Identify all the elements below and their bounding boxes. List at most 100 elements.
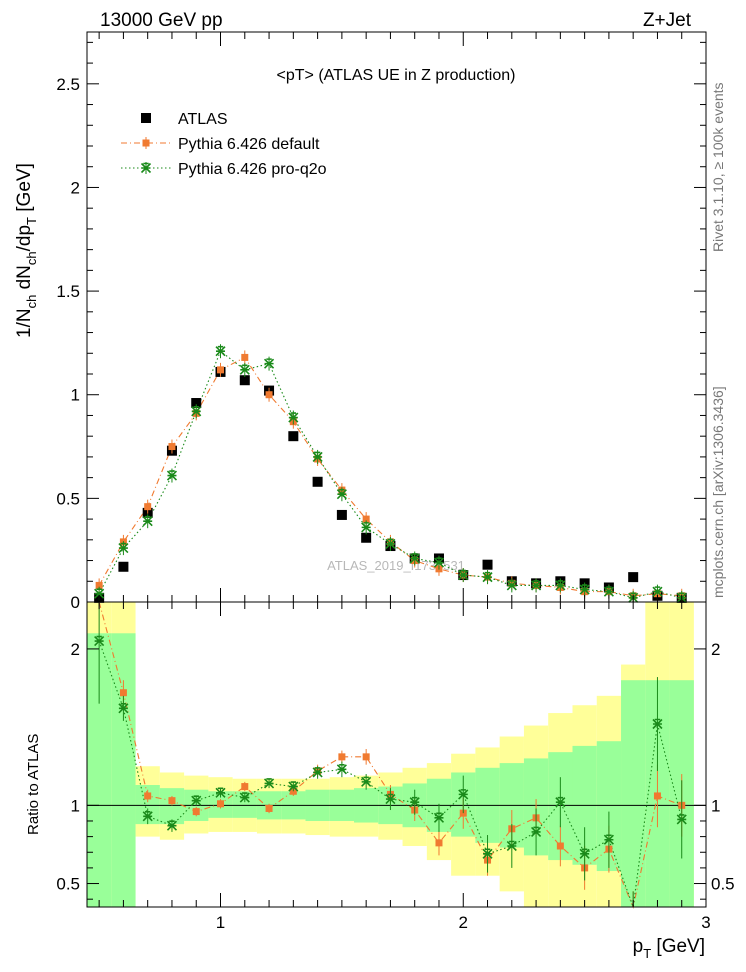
- ratio-data-point: [191, 795, 202, 806]
- ratio-data-point: [215, 787, 226, 798]
- ratio-data-point: [653, 792, 661, 800]
- ratio-data-point: [433, 812, 445, 823]
- main-y-tick-label: 0.5: [56, 489, 80, 508]
- main-data-point: [144, 503, 152, 511]
- ratio-data-point: [409, 796, 420, 808]
- main-data-point: [531, 580, 542, 591]
- ratio-y-axis-label: Ratio to ATLAS: [25, 734, 42, 835]
- main-data-point: [241, 353, 249, 361]
- ratio-data-point: [288, 781, 299, 792]
- ratio-data-point: [531, 826, 542, 837]
- legend-marker: [140, 162, 152, 174]
- ratio-data-point: [118, 703, 129, 714]
- ratio-data-point: [144, 792, 152, 800]
- main-data-point: [142, 515, 153, 527]
- main-data-point: [628, 572, 639, 583]
- x-tick-label: 1: [216, 913, 225, 932]
- main-data-point: [603, 586, 614, 597]
- ratio-data-point: [338, 753, 346, 761]
- ratio-data-point: [142, 810, 153, 822]
- main-data-point: [555, 580, 566, 591]
- ratio-data-point: [192, 808, 200, 816]
- main-data-point: [579, 584, 590, 595]
- ratio-data-point: [555, 796, 566, 808]
- x-tick-label: 2: [459, 913, 468, 932]
- main-data-point: [191, 398, 202, 409]
- ratio-data-point: [166, 820, 178, 831]
- x-axis-label: pT [GeV]: [633, 936, 705, 961]
- ratio-band-green: [621, 680, 646, 907]
- main-data-point: [166, 470, 178, 481]
- ratio-y-tick-label-right: 1: [711, 796, 720, 815]
- main-data-point: [288, 412, 299, 423]
- legend-label: Pythia 6.426 pro-q2o: [178, 161, 327, 178]
- legend-marker: [141, 113, 151, 123]
- main-y-axis-label: 1/Nch dNch/dpT [GeV]: [14, 163, 39, 338]
- main-data-point: [652, 586, 663, 597]
- ratio-data-point: [362, 753, 370, 761]
- watermark: ATLAS_2019_I1736531: [327, 558, 465, 573]
- ratio-data-point: [506, 840, 517, 852]
- ratio-data-point: [603, 834, 614, 845]
- main-data-point: [95, 581, 103, 589]
- main-data-point: [118, 542, 129, 554]
- main-data-point: [215, 345, 226, 357]
- side-label-mcplots: mcplots.cern.ch [arXiv:1306.3436]: [710, 386, 726, 598]
- ratio-data-point: [241, 783, 249, 791]
- ratio-data-point: [579, 848, 590, 859]
- main-data-point: [312, 476, 323, 487]
- side-label-rivet: Rivet 3.1.10, ≥ 100k events: [710, 82, 726, 252]
- main-data-point: [482, 571, 493, 583]
- ratio-data-point: [94, 635, 105, 647]
- main-data-point: [312, 451, 323, 462]
- main-data-point: [433, 557, 445, 568]
- ratio-data-point: [385, 793, 396, 805]
- main-data-point: [94, 588, 105, 599]
- main-data-point: [191, 406, 202, 417]
- ratio-y-tick-label: 2: [71, 640, 80, 659]
- ratio-data-point: [435, 839, 443, 847]
- main-chart-title: <pT> (ATLAS UE in Z production): [277, 67, 516, 84]
- ratio-band-green: [159, 788, 185, 825]
- header-right: Z+Jet: [643, 10, 692, 31]
- ratio-y-tick-label-right: 2: [711, 640, 720, 659]
- main-data-point: [239, 364, 250, 375]
- ratio-data-point: [168, 797, 176, 805]
- legend-marker: [142, 139, 150, 147]
- ratio-band-green: [111, 633, 136, 907]
- ratio-plot-frame: [86, 601, 707, 908]
- main-y-tick-label: 0: [71, 593, 80, 612]
- main-data-point: [168, 443, 176, 451]
- main-data-point: [385, 538, 396, 550]
- ratio-y-tick-label-right: 0.5: [711, 875, 735, 894]
- ratio-y-tick-label: 1: [71, 796, 80, 815]
- ratio-y-tick-label: 0.5: [56, 875, 80, 894]
- ratio-data-point: [312, 767, 323, 778]
- main-y-tick-label: 1.5: [56, 282, 80, 301]
- ratio-data-point: [458, 789, 469, 800]
- ratio-data-point: [336, 764, 347, 775]
- ratio-data-point: [676, 814, 687, 825]
- ratio-data-point: [263, 778, 275, 789]
- ratio-data-point: [239, 792, 250, 803]
- ratio-data-point: [482, 848, 493, 859]
- x-tick-label: 3: [701, 913, 710, 932]
- main-data-point: [458, 569, 469, 581]
- main-data-point: [409, 553, 420, 564]
- main-y-tick-label: 2.5: [56, 75, 80, 94]
- main-data-point: [263, 358, 275, 369]
- ratio-data-point: [217, 800, 225, 808]
- ratio-data-point: [265, 804, 273, 812]
- main-data-point: [362, 515, 370, 523]
- ratio-data-point: [556, 842, 564, 850]
- main-data-point: [239, 375, 250, 386]
- main-data-point: [336, 509, 347, 520]
- main-y-tick-label: 2: [71, 178, 80, 197]
- main-data-point: [265, 391, 273, 399]
- main-data-point: [361, 522, 372, 533]
- main-data-point: [217, 366, 225, 374]
- ratio-data-point: [652, 718, 663, 730]
- main-data-point: [506, 580, 517, 591]
- main-data-point: [361, 532, 372, 543]
